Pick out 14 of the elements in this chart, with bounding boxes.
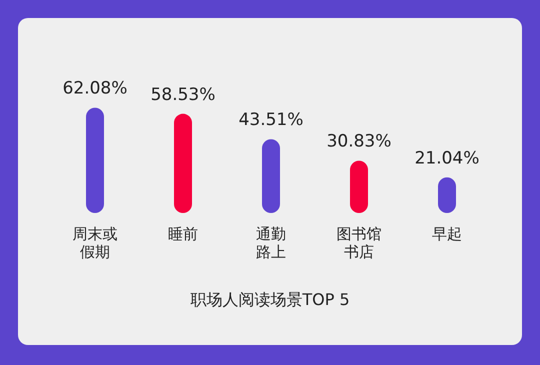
bar	[262, 139, 280, 213]
bar	[86, 108, 104, 213]
x-tick-label: 周末或假期	[72, 225, 118, 261]
text: 职场人阅读场景TOP 5	[189, 290, 351, 311]
data-label: 43.51%	[238, 110, 304, 130]
bar	[174, 114, 192, 213]
x-tick-label: 早起	[432, 225, 462, 243]
data-label: 58.53%	[150, 84, 216, 105]
data-label: 30.83%	[326, 132, 392, 152]
x-tick-label: 睡前	[168, 225, 198, 243]
x-tick-label: 通勤路上	[256, 225, 286, 261]
data-label: 21.04%	[414, 148, 480, 168]
data-label: 62.08%	[62, 78, 128, 99]
x-tick-label: 图书馆书店	[336, 225, 382, 261]
